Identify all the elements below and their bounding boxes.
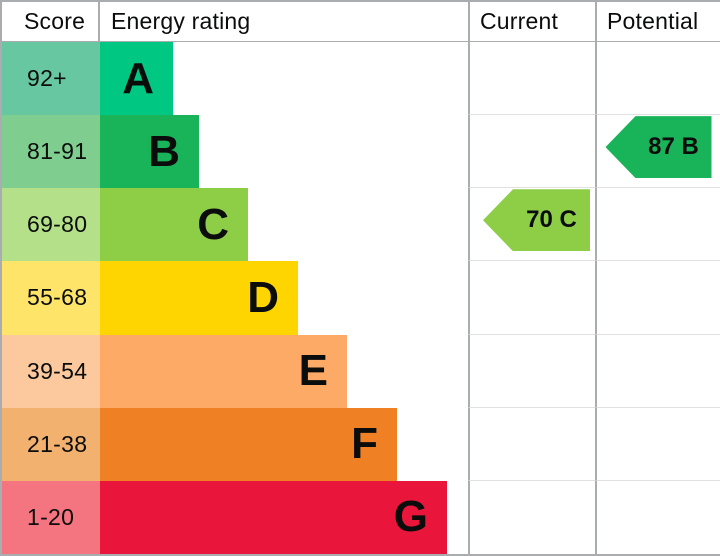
- potential-rating-arrow: 87 B: [605, 116, 712, 179]
- band-bar-area: B: [100, 115, 468, 189]
- potential-rating-label: 87 B: [648, 133, 699, 161]
- band-row-f: 21-38 F: [2, 407, 720, 481]
- band-row-e: 39-54 E: [2, 334, 720, 408]
- current-cell: [468, 115, 595, 189]
- potential-column-header: Potential: [595, 2, 720, 41]
- score-range-cell: 69-80: [2, 188, 100, 262]
- potential-cell: [595, 480, 720, 554]
- score-range-cell: 21-38: [2, 407, 100, 481]
- band-letter: E: [298, 346, 328, 396]
- current-column-header: Current: [468, 2, 595, 41]
- band-letter: B: [148, 126, 180, 176]
- score-column-label: Score: [24, 8, 86, 34]
- score-range-cell: 1-20: [2, 480, 100, 554]
- band-bar-area: C: [100, 188, 468, 262]
- potential-cell: [595, 188, 720, 262]
- band-bar-area: D: [100, 261, 468, 335]
- rating-band-bar: E: [100, 334, 347, 408]
- score-range-label: 92+: [27, 65, 67, 92]
- rating-band-bar: D: [100, 261, 298, 335]
- band-bar-area: G: [100, 480, 468, 554]
- band-letter: G: [393, 492, 428, 542]
- score-range-label: 69-80: [27, 211, 88, 238]
- band-letter: D: [247, 272, 279, 322]
- score-range-label: 81-91: [27, 138, 88, 165]
- score-column-header: Score: [2, 2, 100, 41]
- band-row-g: 1-20 G: [2, 480, 720, 554]
- energy-rating-column-header: Energy rating: [100, 2, 468, 41]
- score-range-label: 1-20: [27, 503, 75, 530]
- chart-header: Score Energy rating Current Potential: [2, 2, 720, 42]
- score-range-cell: 92+: [2, 42, 100, 116]
- band-row-d: 55-68 D: [2, 261, 720, 335]
- band-bar-area: E: [100, 334, 468, 408]
- potential-cell: [595, 407, 720, 481]
- current-cell: [468, 42, 595, 116]
- band-letter: C: [197, 199, 229, 249]
- current-cell: [468, 334, 595, 408]
- score-range-label: 55-68: [27, 284, 88, 311]
- band-bar-area: F: [100, 407, 468, 481]
- score-range-label: 39-54: [27, 357, 88, 384]
- energy-rating-column-label: Energy rating: [111, 8, 251, 34]
- current-cell: [468, 480, 595, 554]
- score-range-cell: 55-68: [2, 261, 100, 335]
- rating-band-bar: G: [100, 480, 447, 554]
- band-row-c: 69-80 C 70 C: [2, 188, 720, 262]
- band-rows: 92+ A 81-91 B 87 B 69-80 C 70: [2, 42, 720, 554]
- current-rating-arrow: 70 C: [483, 189, 590, 252]
- current-cell: 70 C: [468, 188, 595, 262]
- score-range-label: 21-38: [27, 430, 88, 457]
- rating-band-bar: A: [100, 42, 173, 116]
- band-letter: A: [122, 53, 154, 103]
- potential-column-label: Potential: [607, 8, 699, 34]
- band-row-a: 92+ A: [2, 42, 720, 116]
- potential-cell: 87 B: [595, 115, 720, 189]
- potential-cell: [595, 334, 720, 408]
- score-range-cell: 81-91: [2, 115, 100, 189]
- current-cell: [468, 407, 595, 481]
- potential-cell: [595, 42, 720, 116]
- band-letter: F: [351, 419, 378, 469]
- band-bar-area: A: [100, 42, 468, 116]
- current-rating-label: 70 C: [526, 206, 577, 234]
- potential-cell: [595, 261, 720, 335]
- current-column-label: Current: [480, 8, 559, 34]
- rating-band-bar: C: [100, 188, 248, 262]
- rating-band-bar: F: [100, 407, 397, 481]
- band-row-b: 81-91 B 87 B: [2, 115, 720, 189]
- current-cell: [468, 261, 595, 335]
- rating-band-bar: B: [100, 115, 199, 189]
- score-range-cell: 39-54: [2, 334, 100, 408]
